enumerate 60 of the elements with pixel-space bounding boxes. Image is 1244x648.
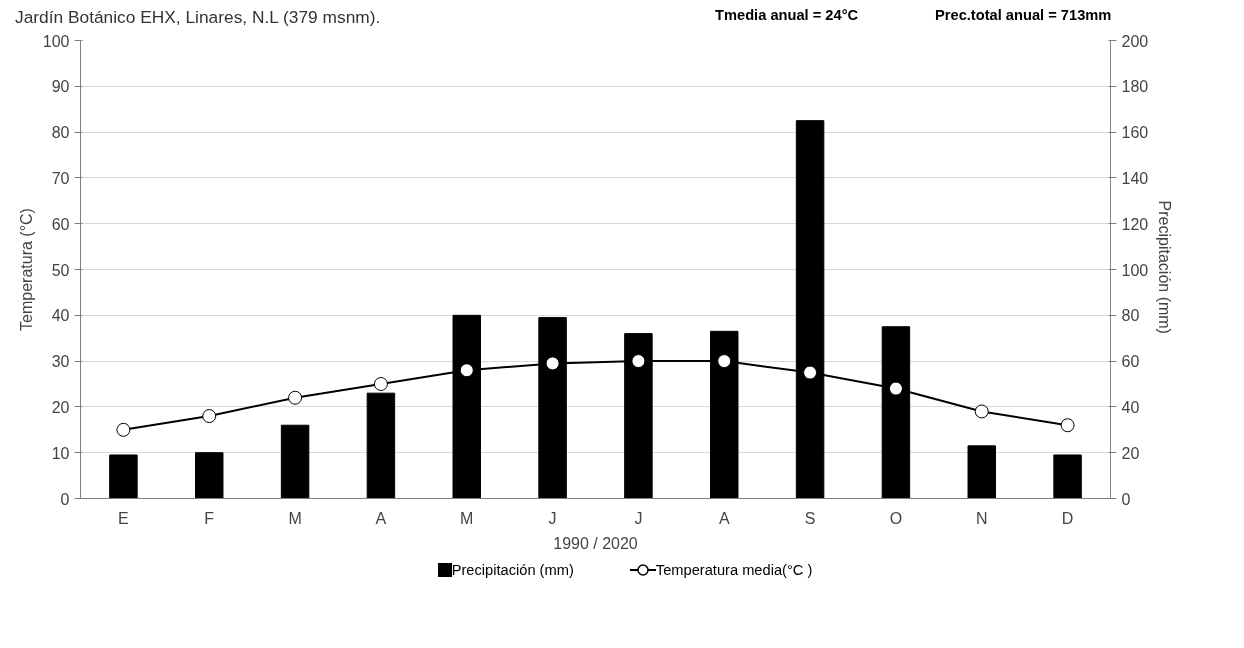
bar: [195, 452, 224, 499]
y-tick-label: 20: [51, 398, 70, 416]
y-tick-label: 50: [51, 261, 70, 279]
y-tick-label: 0: [60, 490, 70, 508]
x-tick-label: A: [375, 509, 387, 527]
point: [974, 404, 989, 419]
x-tick-label: J: [548, 509, 557, 527]
x-tick-label: M: [288, 509, 302, 527]
point: [717, 354, 732, 369]
x-tick-label: J: [634, 509, 643, 527]
point: [1060, 418, 1075, 433]
legend-label: Temperatura media(°C ): [655, 561, 813, 578]
bar: [280, 424, 310, 499]
legend-label: Precipitación (mm): [451, 561, 574, 578]
bar: [109, 454, 138, 499]
x-tick-label: D: [1061, 509, 1074, 527]
y2-tick-label: 80: [1121, 307, 1140, 325]
y2-tick-label: 60: [1121, 353, 1140, 371]
y2-tick-label: 0: [1121, 490, 1131, 508]
x-tick-label: F: [204, 509, 215, 527]
y2-tick-label: 40: [1121, 398, 1140, 416]
x-tick-label: E: [118, 509, 129, 527]
y-tick-label: 40: [51, 307, 70, 325]
y-tick-label: 100: [42, 32, 70, 50]
text: Tmedia anual = 24°C: [715, 6, 859, 25]
point: [288, 390, 303, 405]
x-tick-label: M: [460, 509, 474, 527]
point: [202, 409, 217, 424]
point: [373, 377, 388, 391]
x-tick-label: A: [718, 509, 730, 527]
y-tick-label: 60: [51, 215, 70, 233]
bar: [967, 445, 996, 499]
point: [631, 354, 646, 369]
y-axis-title: Temperatura (°C): [17, 208, 35, 331]
y-tick-label: 30: [51, 353, 70, 371]
y2-tick-label: 160: [1121, 124, 1149, 142]
bar: [366, 392, 396, 499]
y2-tick-label: 140: [1121, 169, 1149, 187]
y2-tick-label: 120: [1121, 215, 1149, 233]
x-tick-label: S: [804, 509, 816, 527]
y-tick-label: 10: [51, 444, 70, 462]
x-tick-label: N: [975, 509, 988, 527]
y-tick-label: 80: [51, 124, 70, 142]
y-tick-label: 90: [51, 78, 70, 96]
text: Prec.total anual = 713mm: [935, 6, 1112, 25]
y2-tick-label: 200: [1121, 32, 1149, 50]
bar: [1053, 454, 1082, 499]
point: [459, 363, 474, 378]
y2-tick-label: 180: [1121, 78, 1149, 96]
chart-title: Jardín Botánico EHX, Linares, N.L (379 msnm).: [15, 6, 381, 29]
x-axis-title: 1990 / 2020: [553, 534, 638, 552]
point: [803, 365, 818, 380]
point: [116, 422, 131, 437]
y-tick-label: 70: [51, 169, 70, 187]
x-tick-label: O: [889, 509, 903, 527]
y2-tick-label: 20: [1121, 444, 1140, 462]
y2-axis-title: Precipitación (mm): [1156, 200, 1174, 334]
point: [545, 356, 560, 371]
point: [888, 381, 903, 396]
y2-tick-label: 100: [1121, 261, 1149, 279]
